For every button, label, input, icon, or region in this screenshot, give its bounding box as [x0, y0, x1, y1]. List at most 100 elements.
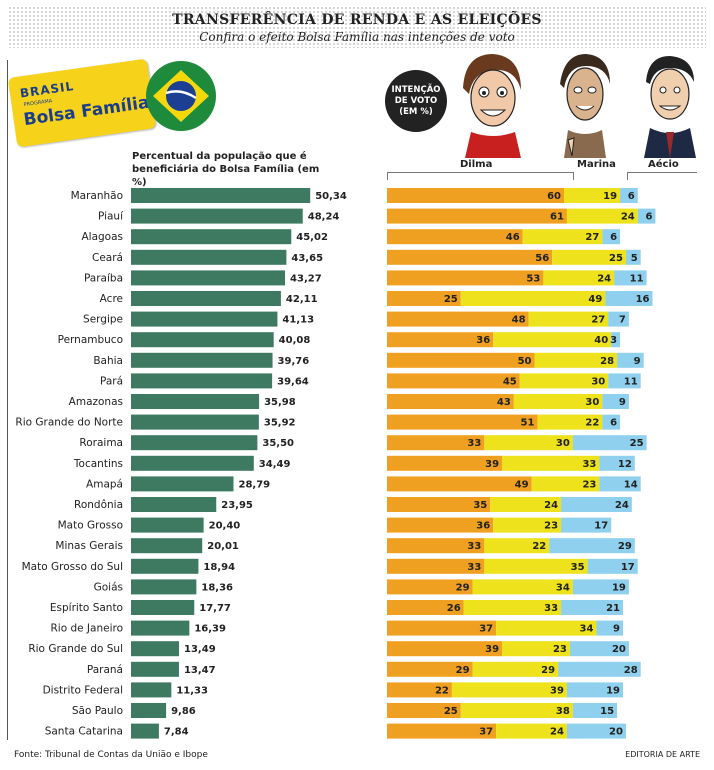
vote-value-label: 22 — [532, 541, 546, 552]
marina-bracket-tick — [573, 172, 574, 180]
vote-value-label: 16 — [636, 294, 650, 305]
vote-value-label: 25 — [444, 706, 458, 717]
vote-bar-dilma — [387, 414, 538, 430]
bar-legend: Percentual da população que é beneficiár… — [132, 151, 320, 188]
vote-bar-aecio — [605, 291, 653, 306]
pct-value-label: 18,36 — [201, 582, 233, 593]
pct-bar — [131, 723, 159, 739]
vote-value-label: 29 — [618, 541, 632, 552]
vote-bar-aecio — [561, 600, 623, 615]
pct-bar — [131, 538, 203, 554]
vote-value-label: 60 — [547, 191, 561, 202]
vote-value-label: 33 — [467, 541, 481, 552]
pct-bar — [131, 373, 273, 389]
vote-value-label: 43 — [497, 397, 511, 408]
vote-bar-aecio — [572, 579, 629, 595]
pct-bar — [131, 311, 278, 327]
pct-value-label: 50,34 — [315, 191, 347, 202]
vote-value-label: 17 — [594, 521, 608, 532]
legend-marina: Marina — [577, 159, 616, 170]
pct-value-label: 13,47 — [184, 665, 216, 676]
state-label: Espírito Santo — [50, 602, 123, 614]
source-note: Fonte: Tribunal de Contas da União e Ibo… — [14, 750, 208, 760]
pct-bar — [131, 208, 303, 224]
page-subtitle: Confira o efeito Bolsa Família nas inten… — [199, 30, 515, 44]
vote-bar-marina — [484, 538, 550, 554]
pct-value-label: 34,49 — [259, 459, 291, 470]
vote-bar-aecio — [561, 497, 632, 512]
pct-value-label: 35,50 — [262, 438, 294, 449]
page-title: TRANSFERÊNCIA DE RENDA E AS ELEIÇÕES — [172, 12, 542, 28]
vote-bar-marina — [463, 600, 562, 615]
vote-value-label: 48 — [512, 315, 526, 326]
pct-bar — [131, 249, 287, 265]
state-label: Ceará — [92, 252, 123, 264]
pct-bar — [131, 229, 292, 245]
vote-bar-aecio — [561, 517, 612, 533]
vote-bar-marina — [496, 620, 597, 636]
vote-bar-dilma — [387, 208, 567, 224]
vote-bar-marina — [543, 270, 615, 286]
vote-value-label: 23 — [553, 644, 567, 655]
vote-value-label: 39 — [485, 459, 499, 470]
vote-bar-aecio — [549, 538, 635, 554]
state-label: Maranhão — [71, 190, 123, 202]
vote-value-label: 37 — [479, 727, 493, 738]
state-label: Paraná — [87, 664, 123, 676]
vote-value-label: 33 — [467, 438, 481, 449]
vote-bar-marina — [519, 373, 609, 389]
vote-intention-badge: INTENÇÃO DE VOTO (EM %) — [385, 70, 447, 132]
pct-value-label: 35,92 — [264, 418, 296, 429]
vote-bar-marina — [528, 311, 609, 327]
pct-value-label: 43,65 — [291, 253, 323, 264]
vote-bar-aecio — [602, 414, 621, 430]
vote-value-label: 6 — [610, 418, 617, 429]
vote-bar-aecio — [614, 270, 647, 286]
pct-bar — [131, 352, 273, 368]
pct-value-label: 20,40 — [209, 521, 241, 532]
vote-bar-dilma — [387, 703, 461, 718]
pct-bar — [131, 620, 190, 636]
vote-value-label: 24 — [597, 273, 611, 284]
vote-value-label: 12 — [618, 459, 632, 470]
vote-value-label: 29 — [456, 665, 470, 676]
pct-value-label: 48,24 — [308, 212, 340, 223]
vote-bar-marina — [534, 352, 618, 368]
pct-value-label: 17,77 — [199, 603, 231, 614]
vote-bar-aecio — [566, 682, 623, 698]
vote-value-label: 19 — [603, 191, 617, 202]
vote-bar-marina — [552, 249, 626, 265]
vote-bar-aecio — [617, 352, 644, 368]
pct-value-label: 41,13 — [282, 315, 314, 326]
vote-value-label: 7 — [619, 315, 626, 326]
pct-bar — [131, 497, 217, 512]
vote-value-label: 35 — [571, 562, 585, 573]
pct-bar — [131, 661, 179, 677]
pct-value-label: 9,86 — [171, 706, 196, 717]
vote-bar-aecio — [569, 641, 629, 657]
vote-bar-aecio — [637, 208, 656, 224]
aecio-bracket — [627, 172, 697, 173]
pct-bar — [131, 517, 204, 533]
vote-bar-dilma — [387, 291, 461, 306]
pct-value-label: 28,79 — [238, 479, 270, 490]
vote-value-label: 51 — [521, 418, 535, 429]
pct-bar — [131, 558, 199, 574]
vote-bar-marina — [537, 414, 603, 430]
pct-value-label: 39,76 — [278, 356, 310, 367]
vote-bar-marina — [472, 579, 573, 595]
vote-bar-aecio — [566, 723, 626, 739]
state-label: Goiás — [94, 581, 123, 593]
vote-value-label: 34 — [556, 582, 570, 593]
pct-bar — [131, 579, 197, 595]
vote-value-label: 61 — [550, 212, 564, 223]
vote-value-label: 25 — [609, 253, 623, 264]
vote-value-label: 24 — [621, 212, 635, 223]
vote-bar-marina — [564, 188, 621, 203]
vote-bar-dilma — [387, 558, 485, 574]
aecio-caricature-icon — [644, 56, 696, 158]
pct-bar — [131, 476, 234, 492]
vote-value-label: 28 — [600, 356, 614, 367]
vote-bar-aecio — [602, 229, 621, 245]
